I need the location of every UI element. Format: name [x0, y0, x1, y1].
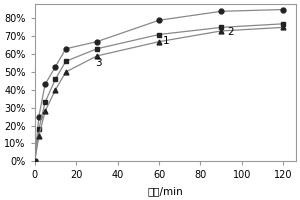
Text: 1: 1 — [163, 36, 170, 46]
Text: 2: 2 — [227, 27, 234, 37]
Text: 3: 3 — [95, 58, 101, 68]
X-axis label: 时间/min: 时间/min — [147, 186, 183, 196]
